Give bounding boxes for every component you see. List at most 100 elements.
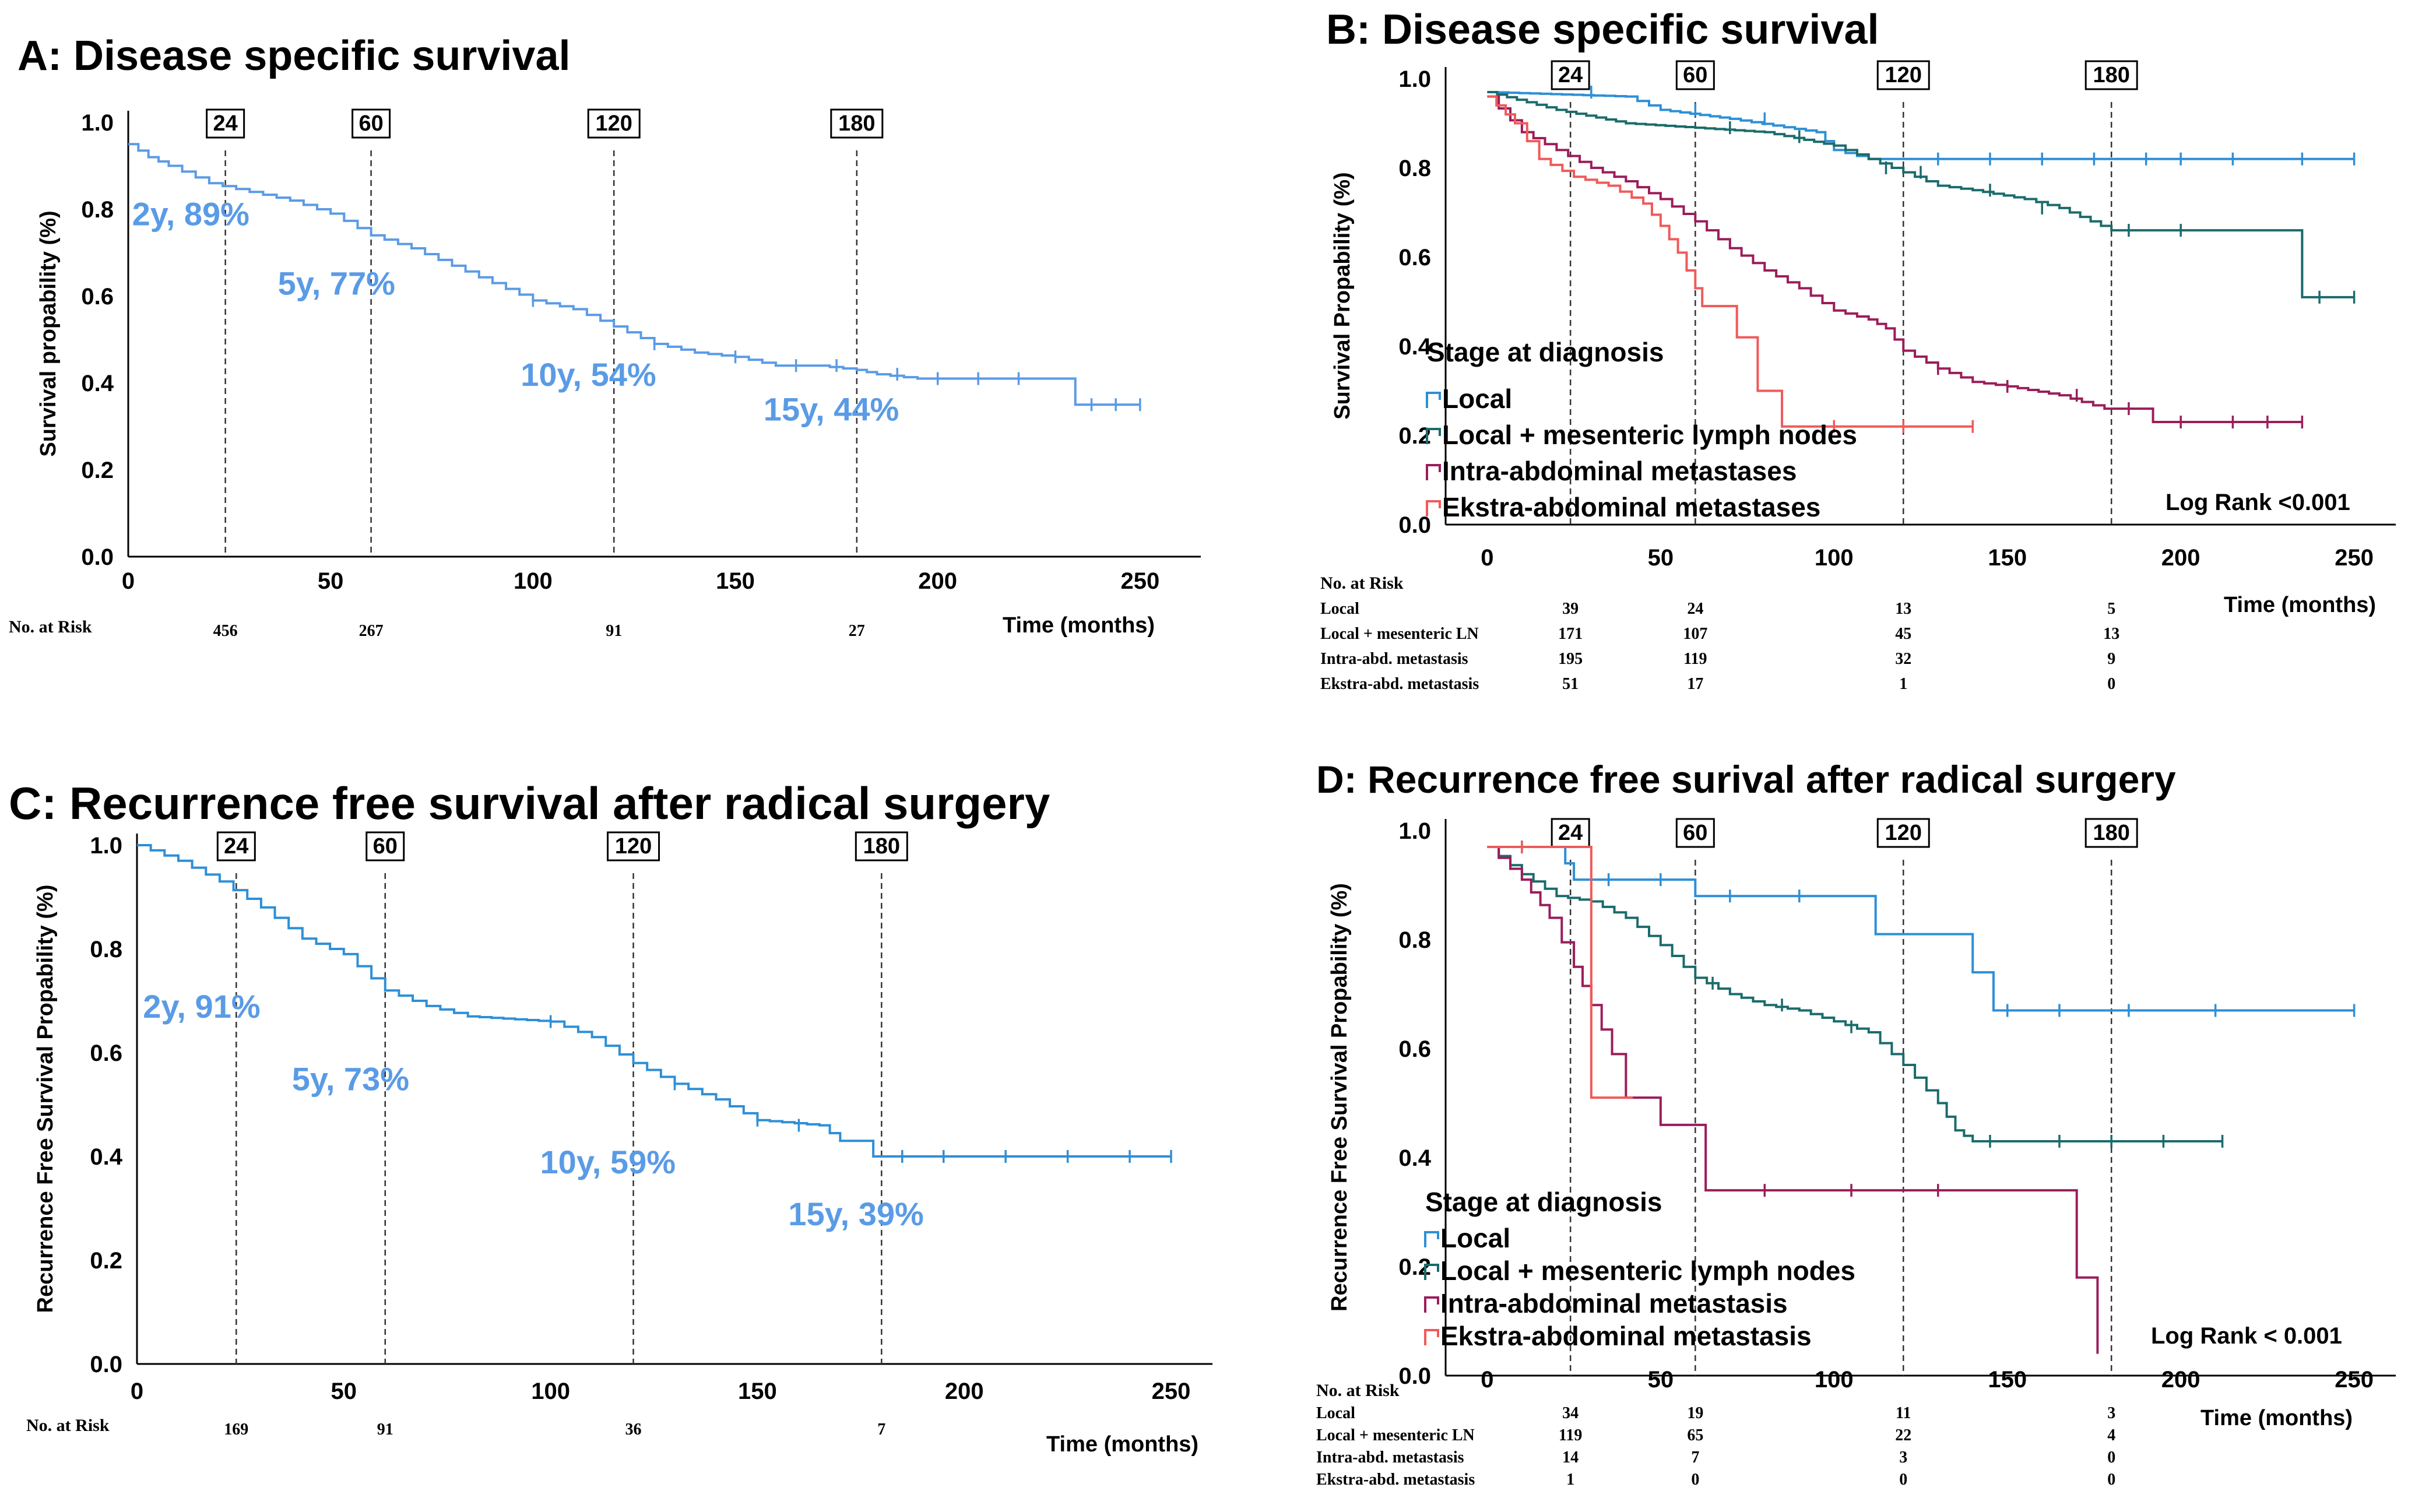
month-marker-box [1675,60,1715,90]
month-marker-label: 60 [1683,821,1707,845]
x-tick-label: 250 [2335,1367,2374,1393]
y-tick-label: 0.6 [1398,1036,1431,1062]
month-marker-label: 60 [358,111,383,136]
legend-entry: Local + mesenteric lymph nodes [1442,420,1857,450]
risk-row-name: Local [1320,600,1359,618]
month-marker-box [587,108,641,139]
x-tick-label: 100 [1815,1367,1854,1393]
y-axis-label: Survival Propability (%) [1330,172,1355,419]
legend-swatch [1426,392,1441,408]
x-tick-label: 150 [1988,545,2027,571]
risk-count: 32 [1895,650,1911,668]
month-marker-box [830,108,884,139]
x-axis-label: Time (months) [1003,613,1155,638]
month-marker-label: 24 [224,834,248,859]
month-marker-label: 24 [1558,63,1583,87]
legend-entry: Intra-abdominal metastases [1442,456,1797,486]
survival-annotation: 15y, 44% [764,391,899,428]
y-tick-label: 0.2 [90,1248,122,1274]
risk-row-name: Ekstra-abd. metastasis [1316,1471,1475,1489]
risk-count: 3 [2107,1404,2115,1422]
risk-count: 267 [359,622,384,640]
survival-curve [137,844,1172,1158]
legend-entry: Local [1442,384,1512,414]
risk-count: 0 [1899,1471,1907,1489]
risk-count: 5 [2107,600,2115,618]
risk-count: 91 [377,1420,393,1439]
x-tick-label: 50 [1648,1367,1674,1393]
legend-entry: Local + mesenteric lymph nodes [1440,1256,1855,1286]
month-marker-label: 120 [1885,63,1922,87]
risk-count: 1 [1566,1471,1574,1489]
log-rank-label: Log Rank < 0.001 [2151,1323,2342,1349]
chart-title: C: Recurrence free survival after radica… [9,778,1050,829]
month-marker-box [2084,818,2138,848]
risk-count: 0 [2107,1471,2115,1489]
chart-panel-b: B: Disease specific survival 0.0 0.2 0.4 0.6… [1320,6,2396,693]
risk-count: 169 [224,1420,248,1439]
y-tick-label: 0.6 [81,284,114,310]
risk-table-label: No. at Risk [1316,1381,1400,1400]
survival-annotation: 10y, 54% [521,356,656,393]
risk-count: 195 [1558,650,1583,668]
survival-annotation: 5y, 77% [278,265,395,302]
month-marker-box [607,831,660,862]
y-tick-label: 1.0 [81,110,114,136]
month-marker-box [1876,818,1930,848]
risk-count: 65 [1687,1426,1703,1444]
legend-swatch [1424,1231,1439,1247]
risk-count: 27 [849,622,865,640]
risk-count: 17 [1687,675,1703,693]
month-marker-label: 24 [1558,821,1583,845]
month-marker-label: 120 [615,834,652,859]
month-marker-box [2084,60,2138,90]
month-marker-label: 180 [838,111,875,136]
risk-row-name: Intra-abd. metastasis [1320,650,1468,668]
risk-count: 107 [1683,625,1707,643]
y-tick-label: 0.0 [1398,1363,1431,1389]
month-marker-label: 120 [1885,821,1922,845]
chart-title: A: Disease specific survival [17,33,571,79]
x-tick-label: 50 [331,1379,357,1404]
risk-count: 3 [1899,1448,1907,1467]
y-tick-label: 0.4 [90,1144,122,1170]
month-marker-label: 180 [863,834,900,859]
x-tick-label: 100 [1815,545,1854,571]
y-tick-label: 0.4 [1398,1145,1431,1171]
risk-row-name: Ekstra-abd. metastasis [1320,675,1479,693]
risk-count: 0 [2107,1448,2115,1467]
survival-curve [1487,95,2302,424]
risk-count: 7 [877,1420,885,1439]
survival-curve [1487,846,1633,1099]
y-tick-label: 0.8 [90,937,122,962]
month-marker-label: 180 [2093,63,2129,87]
chart-title: B: Disease specific survival [1326,6,1879,53]
legend-entry: Ekstra-abdominal metastasis [1440,1321,1812,1351]
y-tick-label: 0.6 [1398,245,1431,270]
month-marker-box [216,831,256,862]
survival-curve [1487,95,1973,428]
x-tick-label: 200 [918,568,957,594]
month-marker-label: 60 [373,834,398,859]
risk-count: 45 [1895,625,1911,643]
y-tick-label: 0.8 [1398,927,1431,953]
x-tick-label: 250 [2335,545,2374,571]
risk-count: 13 [1895,600,1911,618]
risk-count: 119 [1559,1426,1582,1444]
x-tick-label: 150 [716,568,755,594]
x-axis-label: Time (months) [1046,1432,1198,1457]
legend-title: Stage at diagnosis [1425,1187,1662,1217]
risk-count: 24 [1687,600,1703,618]
survival-curve [1487,846,2223,1142]
x-tick-label: 100 [531,1379,570,1404]
x-tick-label: 0 [1481,1367,1493,1393]
y-tick-label: 0.2 [81,458,114,483]
x-tick-label: 200 [945,1379,984,1404]
survival-annotation: 5y, 73% [292,1061,409,1098]
legend-swatch [1424,1329,1439,1345]
y-tick-label: 0.0 [1398,512,1431,538]
x-tick-label: 50 [1648,545,1674,571]
legend-swatch [1426,500,1441,516]
legend-swatch [1426,464,1441,480]
legend-entry: Local [1440,1223,1510,1253]
